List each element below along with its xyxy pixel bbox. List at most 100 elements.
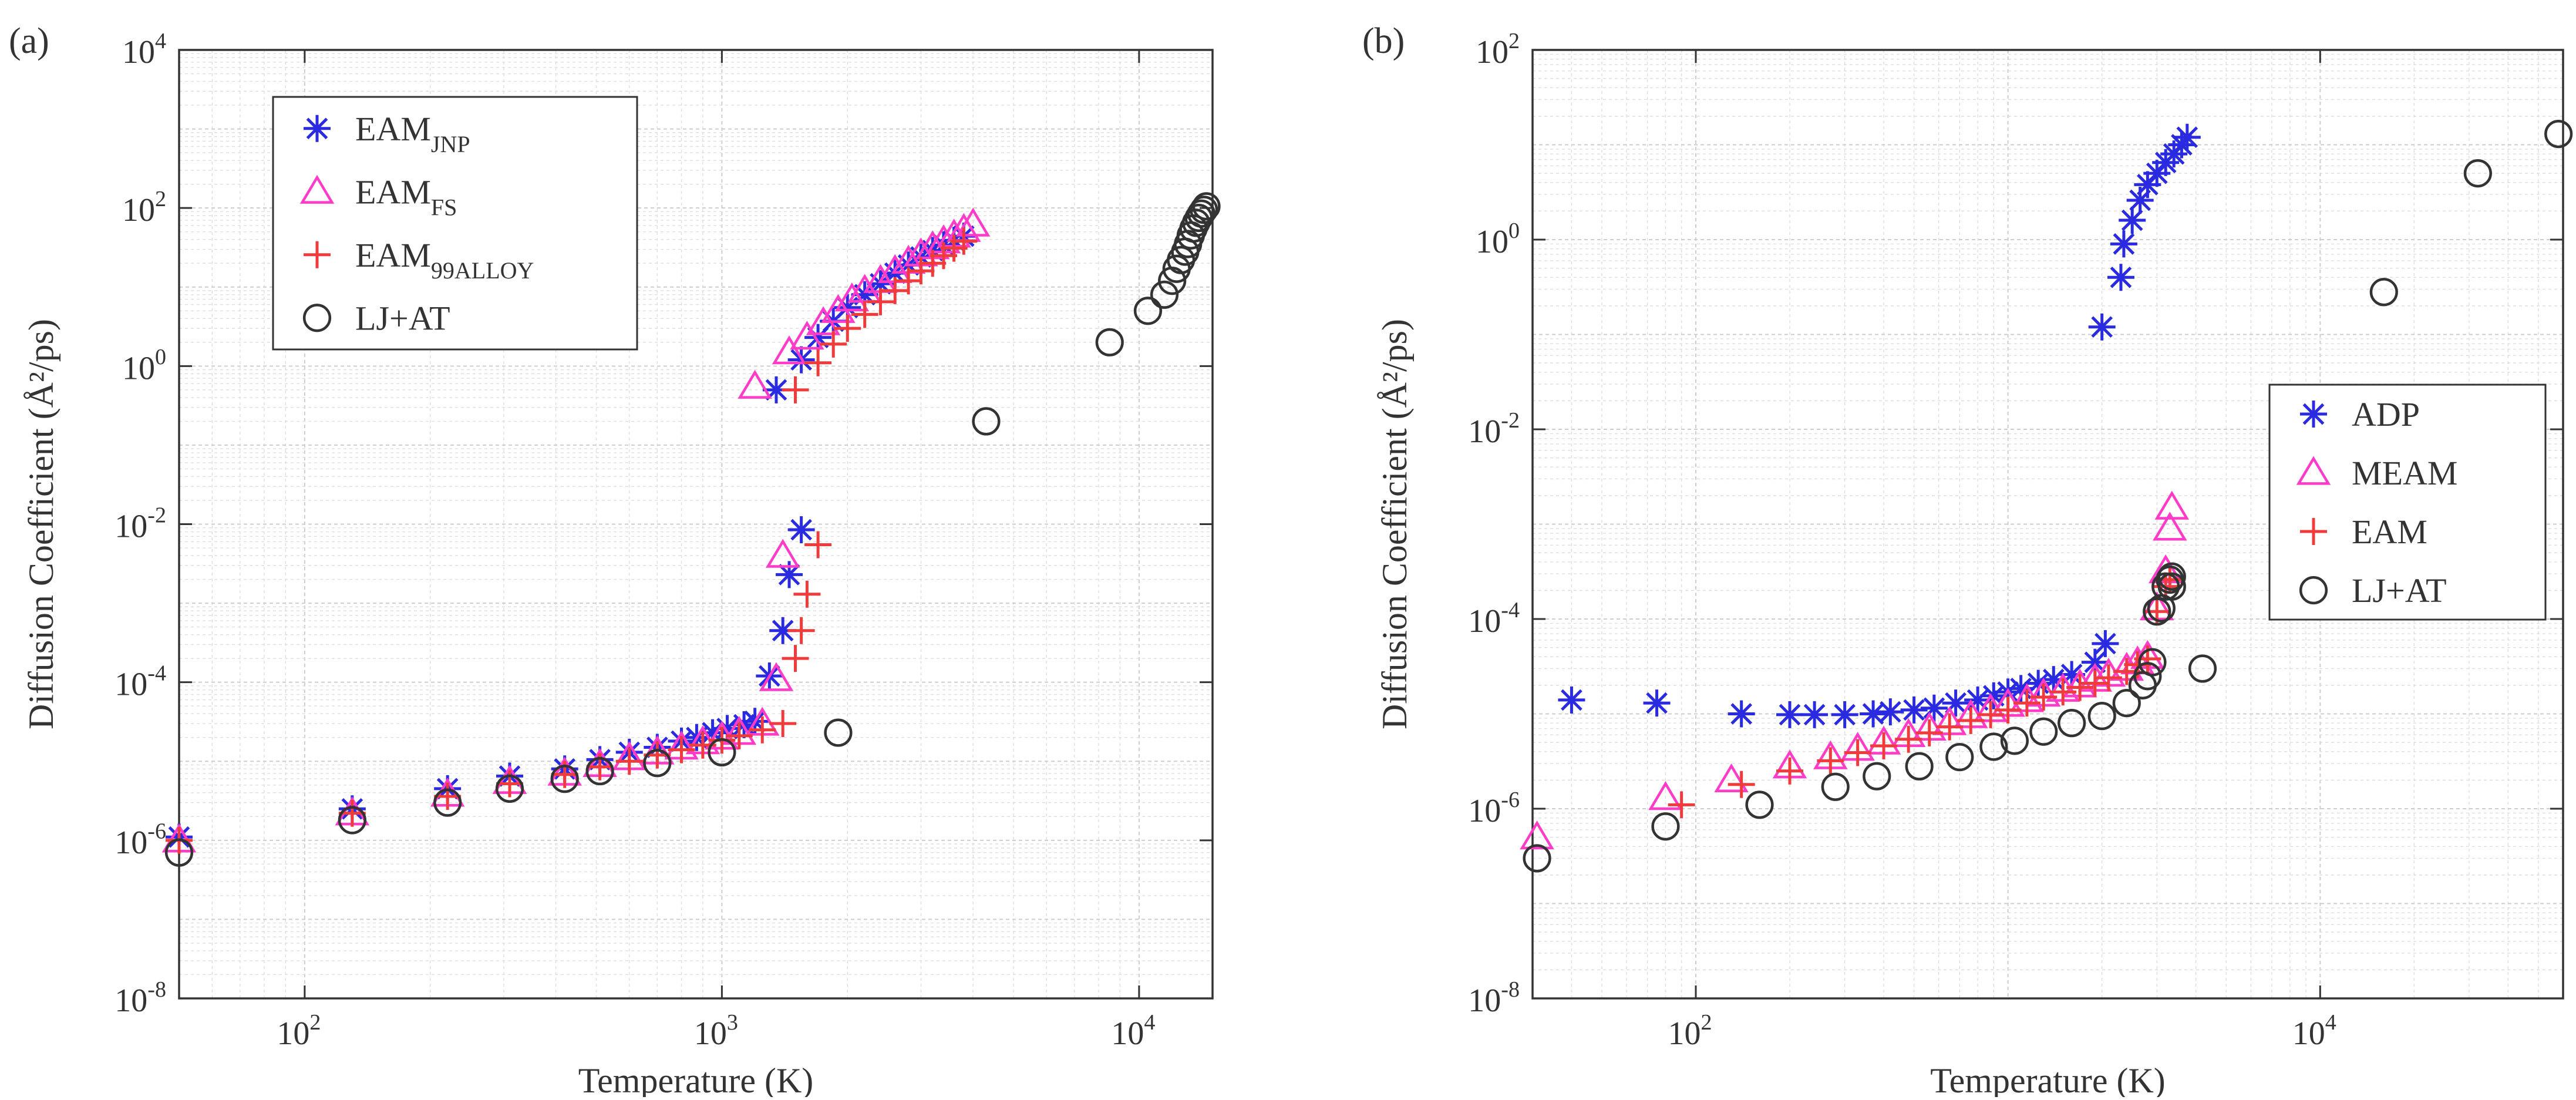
- series-lj-at: [1523, 119, 2573, 873]
- data-point: [2143, 597, 2171, 626]
- data-point: [950, 227, 978, 255]
- y-tick-label: 104: [122, 29, 166, 70]
- data-point: [668, 736, 695, 763]
- grid: [1532, 49, 2564, 999]
- x-tick-label: 102: [277, 1010, 321, 1052]
- data-point: [164, 838, 194, 867]
- data-point: [2133, 662, 2162, 691]
- data-point: [972, 407, 1001, 436]
- legend-marker: [2300, 518, 2327, 545]
- data-point: [1870, 732, 1898, 759]
- data-point: [1915, 719, 1943, 746]
- data-point: [2119, 207, 2146, 234]
- data-point: [1945, 743, 1974, 772]
- data-point: [1964, 686, 1992, 714]
- data-point: [2007, 675, 2035, 702]
- data-point: [1831, 701, 1858, 728]
- legend-marker: [2299, 576, 2328, 605]
- data-point: [834, 315, 861, 342]
- data-point: [1745, 790, 1774, 819]
- data-point: [643, 749, 672, 778]
- panel-label: (b): [1362, 21, 1405, 61]
- data-point: [2087, 701, 2116, 731]
- data-point: [762, 376, 790, 403]
- data-point: [495, 774, 524, 803]
- data-point: [1651, 812, 1680, 841]
- data-point: [1776, 701, 1804, 728]
- data-point: [2369, 278, 2398, 307]
- data-point: [1994, 696, 2022, 724]
- data-point: [1900, 696, 1928, 724]
- y-tick-label: 10-6: [115, 819, 166, 861]
- x-tick-label: 104: [2292, 1010, 2336, 1052]
- data-point: [1187, 199, 1216, 228]
- data-point: [2013, 689, 2040, 717]
- legend-label: LJ+AT: [355, 299, 450, 337]
- plot-frame: [1531, 49, 2564, 1000]
- data-point: [2030, 684, 2058, 711]
- legend: EAMJNP EAMFS EAM99ALLOY LJ+AT: [272, 96, 638, 351]
- x-tick-label: 103: [694, 1010, 738, 1052]
- legend-marker: [302, 304, 332, 332]
- data-point: [1192, 192, 1221, 221]
- data-point: [2112, 688, 2141, 718]
- data-point: [793, 580, 821, 608]
- data-point: [2154, 490, 2190, 520]
- data-point: [2040, 666, 2067, 694]
- data-point: [1844, 739, 1871, 766]
- x-axis-label: Temperature (K): [578, 1061, 814, 1097]
- data-point: [787, 617, 815, 644]
- data-point: [769, 710, 797, 738]
- data-point: [1942, 689, 1969, 717]
- data-point: [1980, 682, 2008, 709]
- series-eam: [1668, 566, 2184, 819]
- x-axis-label: Temperature (K): [1930, 1061, 2166, 1097]
- data-point: [1558, 686, 1585, 714]
- data-point: [1877, 698, 1904, 726]
- data-point: [2081, 670, 2109, 697]
- data-point: [1520, 820, 1554, 850]
- legend-marker: [299, 174, 335, 204]
- data-point: [2463, 159, 2492, 188]
- data-point: [776, 561, 803, 588]
- data-point: [782, 376, 809, 403]
- data-point: [1860, 700, 1887, 728]
- data-point: [804, 531, 832, 559]
- data-point: [2157, 572, 2186, 601]
- chart-panel-b: 102 104 10-8 10-6 10-4 10-2 100 102 Temperature …: [1362, 21, 2573, 1100]
- data-point: [2138, 648, 2167, 677]
- data-point: [955, 207, 991, 237]
- data-point: [851, 301, 878, 328]
- y-axis-label: Diffusion Coefficient (Å²/ps): [22, 319, 60, 729]
- data-point: [759, 662, 794, 691]
- data-point: [1150, 280, 1179, 309]
- data-point: [1728, 700, 1755, 728]
- data-point: [615, 748, 643, 775]
- legend-label: LJ+AT: [2352, 571, 2447, 610]
- data-point: [1728, 771, 1755, 798]
- data-point: [2058, 709, 2086, 738]
- data-point: [2153, 512, 2187, 541]
- y-tick-label: 100: [1476, 218, 1520, 260]
- data-point: [725, 722, 753, 749]
- grid: [179, 49, 1213, 999]
- data-point: [1095, 328, 1124, 356]
- data-point: [1714, 763, 1749, 793]
- data-point: [867, 270, 894, 298]
- legend: ADP MEAM EAM LJ+AT: [2268, 384, 2547, 621]
- legend-label: EAM: [2352, 513, 2427, 551]
- data-point: [769, 617, 797, 644]
- data-point: [738, 369, 772, 399]
- series-lj-at: [164, 192, 1221, 867]
- data-point: [2143, 160, 2171, 187]
- data-point: [2088, 313, 2116, 341]
- data-point: [1905, 752, 1934, 781]
- data-point: [2049, 678, 2077, 706]
- data-point: [433, 788, 462, 817]
- data-point: [1979, 732, 2008, 761]
- legend-label: MEAM: [2352, 454, 2457, 492]
- data-point: [1643, 689, 1671, 717]
- data-point: [851, 281, 878, 308]
- data-point: [834, 282, 870, 312]
- data-point: [782, 645, 809, 672]
